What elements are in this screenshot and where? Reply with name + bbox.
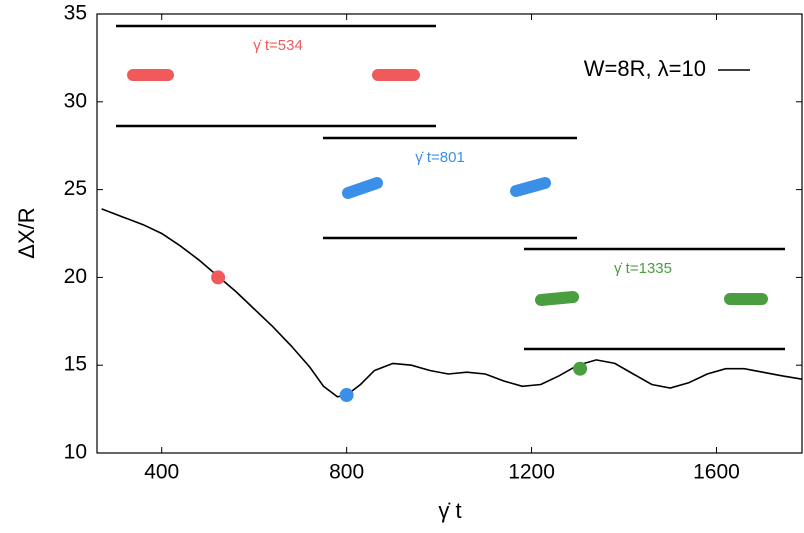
y-tick-label: 10 <box>64 441 87 464</box>
droplet <box>535 291 579 306</box>
snapshot-marker <box>211 270 226 285</box>
x-axis-label: γ̇ t <box>438 498 461 523</box>
snapshot-label: γ̇ t=1335 <box>614 260 672 277</box>
snapshot-label: γ̇ t=534 <box>253 37 303 54</box>
legend-label: W=8R, λ=10 <box>584 56 706 81</box>
y-tick-label: 35 <box>64 2 87 25</box>
y-tick-label: 30 <box>64 89 87 112</box>
plot-frame <box>96 13 803 454</box>
x-tick-label: 800 <box>329 461 364 484</box>
snapshot-marker <box>339 388 354 403</box>
y-axis-label: ΔX/R <box>14 207 39 258</box>
y-tick-label: 15 <box>64 353 87 376</box>
x-tick-label: 1200 <box>508 461 555 484</box>
x-tick-label: 400 <box>144 461 179 484</box>
x-tick-label: 1600 <box>693 461 740 484</box>
y-tick-label: 25 <box>64 177 87 200</box>
snapshot-label: γ̇ t=801 <box>415 149 465 166</box>
droplet <box>342 177 383 199</box>
snapshot-marker <box>573 361 588 376</box>
droplet <box>510 177 551 197</box>
data-line <box>101 208 803 398</box>
y-tick-label: 20 <box>64 265 87 288</box>
